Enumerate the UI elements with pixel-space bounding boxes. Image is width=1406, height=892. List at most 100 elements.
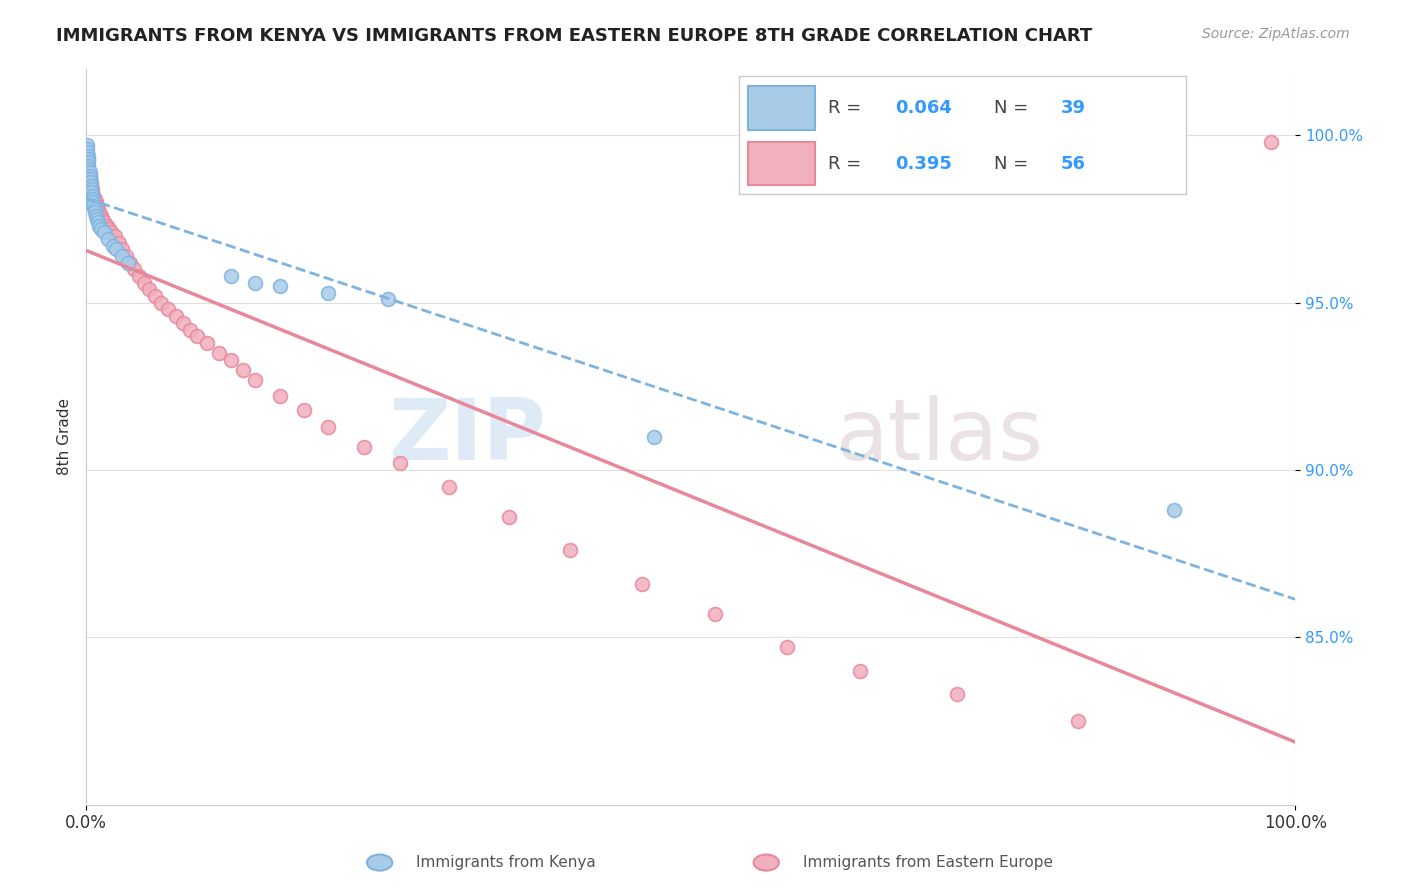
Point — [232, 362, 254, 376]
Point — [90, 212, 112, 227]
Text: IMMIGRANTS FROM KENYA VS IMMIGRANTS FROM EASTERN EUROPE 8TH GRADE CORRELATION CH: IMMIGRANTS FROM KENYA VS IMMIGRANTS FROM… — [56, 27, 1092, 45]
Text: Immigrants from Kenya: Immigrants from Kenya — [416, 855, 596, 870]
Point — [93, 215, 115, 229]
Point — [245, 276, 267, 290]
Point — [100, 226, 122, 240]
Text: atlas: atlas — [835, 395, 1043, 478]
Point — [77, 165, 100, 179]
Point — [186, 329, 208, 343]
Point — [1260, 135, 1282, 149]
Point — [80, 178, 103, 193]
Point — [172, 316, 194, 330]
Point — [269, 389, 291, 403]
Point — [90, 222, 112, 236]
Point — [105, 242, 128, 256]
Point — [111, 249, 134, 263]
Point — [86, 212, 108, 227]
Point — [79, 165, 101, 179]
Point — [849, 664, 872, 678]
Point — [79, 169, 101, 183]
Point — [83, 205, 105, 219]
Point — [1163, 503, 1185, 517]
Point — [77, 148, 100, 162]
Y-axis label: 8th Grade: 8th Grade — [58, 398, 72, 475]
Point — [377, 293, 399, 307]
Point — [77, 161, 100, 176]
Point — [269, 279, 291, 293]
Point — [76, 161, 98, 176]
Point — [150, 295, 173, 310]
Point — [118, 255, 141, 269]
Point — [316, 285, 339, 300]
Point — [208, 346, 231, 360]
Point — [703, 607, 725, 621]
Point — [84, 195, 107, 210]
Point — [165, 309, 187, 323]
Point — [79, 172, 101, 186]
Point — [1066, 714, 1088, 728]
Point — [83, 192, 105, 206]
Point — [292, 402, 315, 417]
Point — [631, 577, 654, 591]
Point — [80, 182, 103, 196]
Text: Immigrants from Eastern Europe: Immigrants from Eastern Europe — [803, 855, 1053, 870]
Point — [76, 145, 98, 160]
Point — [98, 222, 121, 236]
Point — [82, 188, 104, 202]
Point — [353, 440, 375, 454]
Point — [82, 199, 104, 213]
Point — [101, 239, 124, 253]
Point — [96, 219, 118, 233]
Point — [76, 138, 98, 153]
Point — [138, 282, 160, 296]
Point — [83, 202, 105, 216]
Point — [82, 195, 104, 210]
Point — [498, 509, 520, 524]
Point — [77, 159, 100, 173]
Point — [82, 186, 104, 200]
Point — [79, 169, 101, 183]
Point — [97, 232, 120, 246]
Point — [115, 249, 138, 263]
Point — [89, 219, 111, 233]
Point — [80, 186, 103, 200]
Point — [104, 228, 127, 243]
Point — [84, 209, 107, 223]
Point — [82, 192, 104, 206]
Point — [89, 205, 111, 219]
Point — [80, 178, 103, 193]
Point — [128, 268, 150, 283]
Point — [77, 155, 100, 169]
Point — [93, 226, 115, 240]
Point — [558, 543, 581, 558]
Point — [87, 202, 110, 216]
Point — [80, 175, 103, 189]
Point — [776, 640, 799, 655]
Point — [79, 172, 101, 186]
Point — [132, 276, 155, 290]
Point — [219, 352, 242, 367]
Point — [76, 142, 98, 156]
Text: ZIP: ZIP — [388, 395, 546, 478]
Point — [219, 268, 242, 283]
Point — [245, 373, 267, 387]
Point — [111, 242, 134, 256]
Point — [107, 235, 129, 250]
Point — [87, 215, 110, 229]
Point — [389, 456, 412, 470]
Point — [643, 429, 665, 443]
Point — [117, 255, 139, 269]
Point — [86, 199, 108, 213]
Point — [82, 188, 104, 202]
Point — [437, 480, 460, 494]
Point — [90, 209, 112, 223]
Point — [82, 182, 104, 196]
Point — [195, 335, 218, 350]
Point — [179, 322, 201, 336]
Point — [79, 175, 101, 189]
Text: Source: ZipAtlas.com: Source: ZipAtlas.com — [1202, 27, 1350, 41]
Point — [143, 289, 166, 303]
Point — [316, 419, 339, 434]
Point — [124, 262, 146, 277]
Point — [77, 152, 100, 166]
